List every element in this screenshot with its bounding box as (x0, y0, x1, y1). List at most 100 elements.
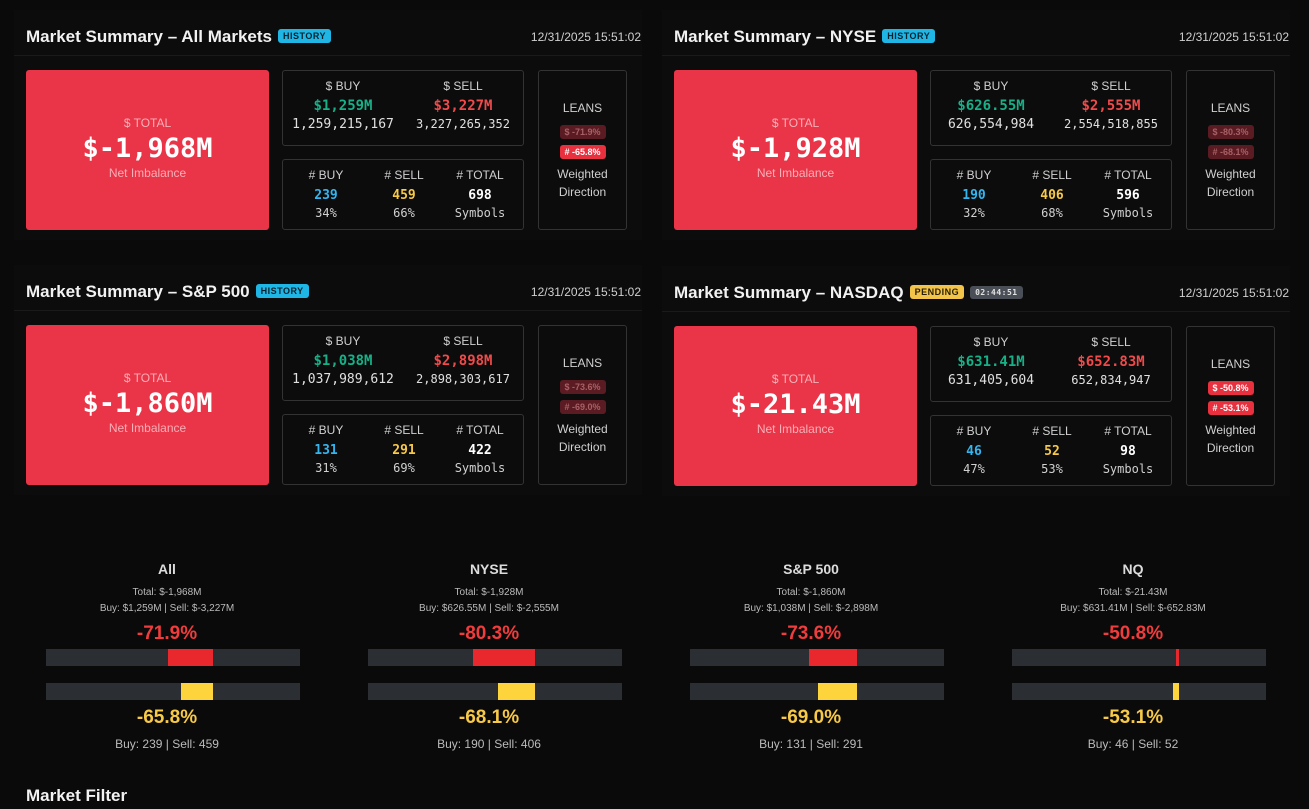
dollar-lean-bar (690, 649, 944, 666)
symbols-label: Symbols (1102, 462, 1154, 476)
leans-label: LEANS (1210, 101, 1251, 115)
lean-dollar-pill: $ -80.3% (1207, 125, 1254, 139)
symbols-label: Symbols (1102, 206, 1154, 220)
total-label: $ TOTAL (123, 116, 172, 130)
dollar-buy-label: $ BUY (973, 79, 1009, 93)
dollar-sell-label: $ SELL (443, 79, 483, 93)
lean-count-pill: # -53.1% (1207, 401, 1254, 415)
count-lean-fill (1173, 683, 1179, 700)
dollar-buy-sell-card: $ BUY $1,038M 1,037,989,612 $ SELL $2,89… (282, 325, 524, 401)
dollar-sell-raw: 652,834,947 (1071, 373, 1151, 387)
stat-buy-sell: Buy: $1,259M | Sell: $-3,227M (99, 603, 235, 614)
panel-header: Market Summary – S&P 500 HISTORY 12/31/20… (14, 265, 642, 311)
dollar-buy-label: $ BUY (973, 335, 1009, 349)
net-imbalance-label: Net Imbalance (756, 422, 835, 436)
count-buy-label: # BUY (956, 168, 992, 182)
symbol-count-card: # BUY 46 47% # SELL 52 53% # TOTAL 98 Sy… (930, 415, 1172, 486)
market-filter-heading: Market Filter (26, 786, 128, 805)
count-total-value: 698 (468, 188, 492, 203)
count-lean-bar (46, 683, 300, 700)
panel-header: Market Summary – NASDAQ PENDING 02:44:51 1… (662, 266, 1290, 312)
net-imbalance-card: $ TOTAL $-1,928M Net Imbalance (674, 70, 917, 230)
count-lean-fill (181, 683, 213, 700)
net-imbalance-card: $ TOTAL $-1,860M Net Imbalance (26, 325, 269, 485)
count-total-label: # TOTAL (456, 423, 504, 437)
count-lean-bar (1012, 683, 1266, 700)
stat-total: Total: $-1,928M (454, 587, 524, 598)
count-sell-value: 291 (392, 443, 416, 458)
total-value: $-1,860M (82, 388, 213, 419)
leans-card: LEANS $ -80.3% # -68.1% Weighted Directio… (1186, 70, 1275, 230)
stat-counts: Buy: 190 | Sell: 406 (437, 737, 541, 751)
net-imbalance-card: $ TOTAL $-1,968M Net Imbalance (26, 70, 269, 230)
dollar-sell-label: $ SELL (1091, 79, 1131, 93)
dollar-buy-label: $ BUY (325, 334, 361, 348)
count-sell-label: # SELL (384, 423, 424, 437)
history-badge[interactable]: HISTORY (255, 284, 309, 298)
count-buy-label: # BUY (308, 168, 344, 182)
symbols-label: Symbols (454, 206, 506, 220)
net-imbalance-label: Net Imbalance (756, 166, 835, 180)
count-total-label: # TOTAL (1104, 424, 1152, 438)
count-total-value: 98 (1120, 444, 1136, 459)
stat-market-name: S&P 500 (783, 561, 839, 577)
count-lean-pct: -69.0% (780, 707, 842, 728)
count-buy-pct: 47% (963, 462, 985, 476)
weighted-direction-label: Weighted Direction (557, 167, 608, 199)
dollar-sell-value: $2,555M (1081, 98, 1141, 114)
count-total-label: # TOTAL (1104, 168, 1152, 182)
dollar-lean-fill (1176, 649, 1179, 666)
dollar-buy-value: $1,259M (313, 98, 373, 114)
dollar-sell-value: $652.83M (1077, 354, 1145, 370)
count-sell-value: 406 (1040, 188, 1064, 203)
net-imbalance-label: Net Imbalance (108, 166, 187, 180)
panel-title: Market Summary – NYSE HISTORY (674, 27, 936, 47)
dollar-lean-pct: -71.9% (136, 623, 198, 644)
count-total-label: # TOTAL (456, 168, 504, 182)
stat-market-name: All (158, 561, 176, 577)
stat-market-name: NQ (1122, 561, 1144, 577)
leans-label: LEANS (1210, 357, 1251, 371)
history-badge[interactable]: HISTORY (882, 29, 936, 43)
total-label: $ TOTAL (123, 371, 172, 385)
count-lean-pct: -65.8% (136, 707, 198, 728)
dollar-buy-value: $1,038M (313, 353, 373, 369)
stat-buy-sell: Buy: $631.41M | Sell: $-652.83M (1060, 603, 1206, 614)
total-value: $-21.43M (730, 389, 861, 420)
countdown-badge: 02:44:51 (970, 286, 1023, 299)
dollar-buy-sell-card: $ BUY $1,259M 1,259,215,167 $ SELL $3,22… (282, 70, 524, 146)
lean-dollar-pill: $ -73.6% (559, 380, 606, 394)
leans-label: LEANS (562, 101, 603, 115)
leans-card: LEANS $ -71.9% # -65.8% Weighted Directio… (538, 70, 627, 230)
stat-total: Total: $-1,860M (776, 587, 846, 598)
dollar-lean-bar (46, 649, 300, 666)
history-badge[interactable]: HISTORY (277, 29, 331, 43)
count-lean-bar (690, 683, 944, 700)
dollar-sell-raw: 2,898,303,617 (416, 372, 510, 386)
stat-buy-sell: Buy: $626.55M | Sell: $-2,555M (419, 603, 559, 614)
dollar-lean-fill (168, 649, 213, 666)
count-sell-label: # SELL (1032, 424, 1072, 438)
lean-count-pill: # -68.1% (1207, 145, 1254, 159)
total-value: $-1,928M (730, 133, 861, 164)
count-lean-fill (498, 683, 535, 700)
leans-card: LEANS $ -50.8% # -53.1% Weighted Directio… (1186, 326, 1275, 486)
weighted-direction-label: Weighted Direction (557, 422, 608, 454)
panel-timestamp: 12/31/2025 15:51:02 (530, 30, 641, 44)
count-buy-value: 46 (966, 444, 982, 459)
dollar-lean-pct: -50.8% (1102, 623, 1164, 644)
dollar-buy-value: $631.41M (957, 354, 1025, 370)
count-sell-value: 52 (1044, 444, 1060, 459)
weighted-direction-label: Weighted Direction (1205, 423, 1256, 455)
count-lean-fill (818, 683, 857, 700)
dollar-buy-raw: 1,259,215,167 (292, 117, 394, 132)
market-summary-all: Market Summary – All Markets HISTORY 12/3… (14, 10, 642, 240)
lean-stat-nyse: NYSE Total: $-1,928M Buy: $626.55M | Sel… (328, 561, 650, 761)
panel-timestamp: 12/31/2025 15:51:02 (1178, 286, 1289, 300)
total-label: $ TOTAL (771, 116, 820, 130)
dollar-lean-fill (473, 649, 535, 666)
net-imbalance-label: Net Imbalance (108, 421, 187, 435)
pending-badge[interactable]: PENDING (909, 285, 965, 299)
count-lean-pct: -68.1% (458, 707, 520, 728)
count-buy-label: # BUY (308, 423, 344, 437)
